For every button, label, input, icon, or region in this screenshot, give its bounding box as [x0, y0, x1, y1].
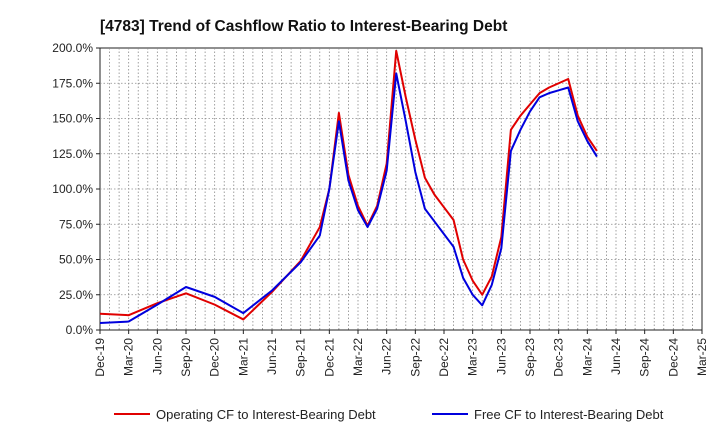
x-tick-label: Jun-21 [265, 338, 279, 375]
x-tick-label: Dec-20 [208, 338, 222, 377]
y-tick-label: 25.0% [59, 288, 93, 302]
x-tick-label: Mar-22 [351, 338, 365, 376]
legend-label: Operating CF to Interest-Bearing Debt [156, 407, 376, 422]
x-tick-label: Dec-24 [666, 338, 680, 377]
y-tick-label: 75.0% [59, 217, 93, 231]
x-tick-label: Sep-21 [294, 338, 308, 377]
x-tick-label: Dec-19 [93, 338, 107, 377]
x-tick-label: Jun-22 [380, 338, 394, 375]
x-tick-label: Jun-23 [494, 338, 508, 375]
x-tick-label: Mar-23 [466, 338, 480, 376]
series-line-free-cf [99, 72, 598, 324]
x-tick-label: Mar-24 [580, 338, 594, 376]
x-tick-label: Jun-20 [150, 338, 164, 375]
x-tick-label: Mar-21 [236, 338, 250, 376]
chart-title: [4783] Trend of Cashflow Ratio to Intere… [100, 18, 507, 35]
legend-label: Free CF to Interest-Bearing Debt [474, 407, 664, 422]
y-tick-label: 175.0% [52, 76, 93, 90]
y-tick-label: 100.0% [52, 182, 93, 196]
y-tick-label: 0.0% [66, 323, 94, 337]
x-tick-label: Sep-22 [408, 338, 422, 377]
x-tick-label: Mar-20 [122, 338, 136, 376]
x-tick-label: Sep-24 [638, 338, 652, 377]
x-tick-label: Jun-24 [609, 338, 623, 375]
plot-area: 0.0% 25.0% 50.0% 75.0% 100.0% 125.0% 150.0% 175… [52, 41, 709, 377]
x-tick-label: Dec-23 [552, 338, 566, 377]
y-tick-label: 125.0% [52, 147, 93, 161]
x-tick-label: Dec-22 [437, 338, 451, 377]
x-tick-label: Dec-21 [322, 338, 336, 377]
legend: Operating CF to Interest-Bearing Debt Fre… [114, 407, 664, 422]
y-tick-label: 50.0% [59, 253, 93, 267]
x-tick-label: Mar-25 [695, 338, 709, 376]
y-tick-label: 150.0% [52, 112, 93, 126]
x-tick-label: Sep-23 [523, 338, 537, 377]
y-tick-label: 200.0% [52, 41, 93, 55]
x-tick-label: Sep-20 [179, 338, 193, 377]
